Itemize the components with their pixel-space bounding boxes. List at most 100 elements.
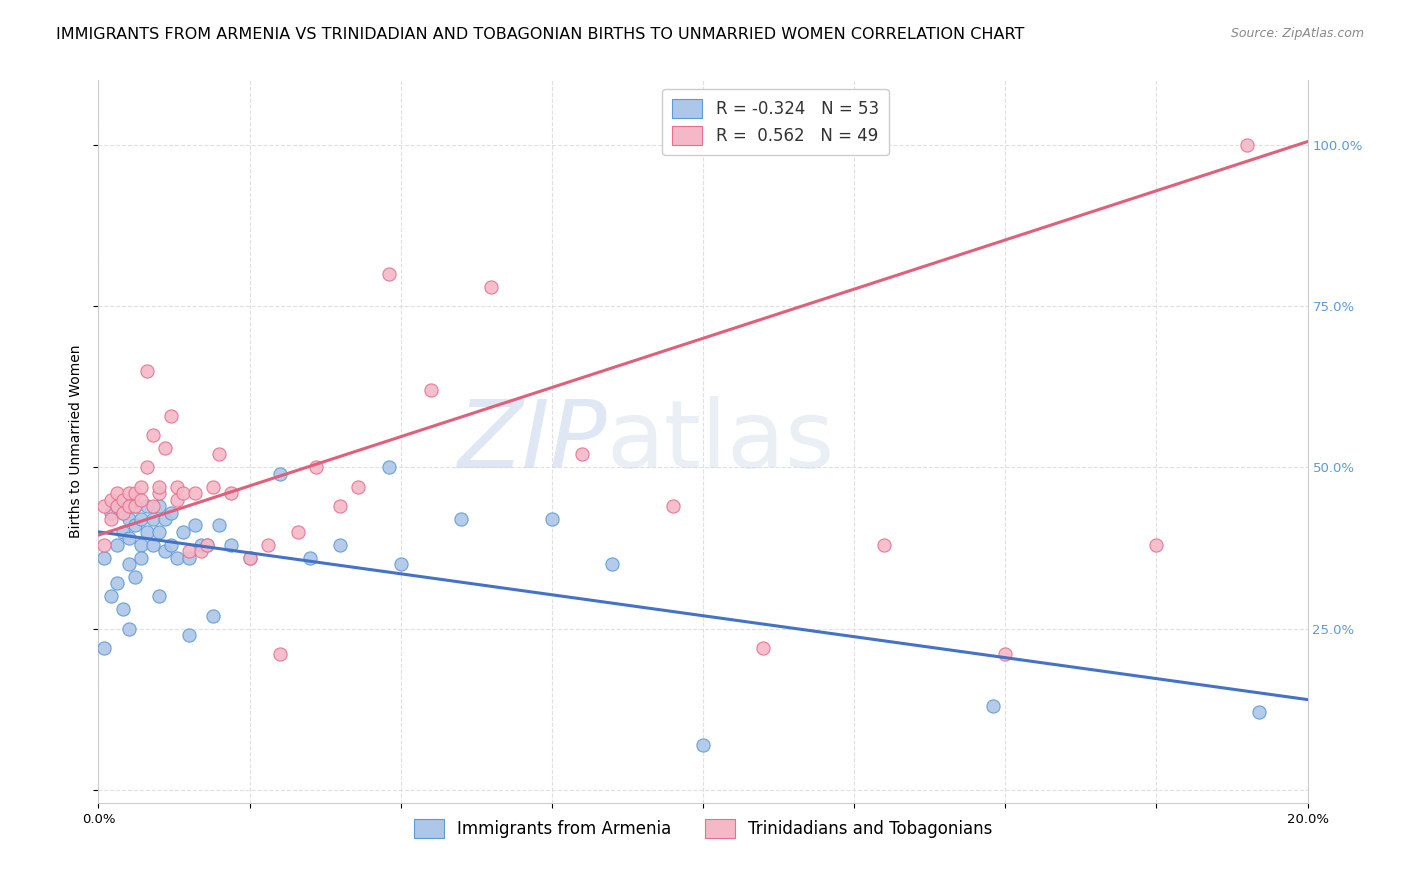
Point [752, 640, 775, 655]
Point [184, 518, 207, 533]
Point [195, 538, 218, 552]
Point [1249, 706, 1271, 720]
Point [148, 524, 170, 539]
Point [93, 550, 115, 565]
Point [269, 467, 291, 481]
Point [377, 267, 399, 281]
Point [93, 640, 115, 655]
Point [195, 538, 218, 552]
Point [661, 499, 683, 513]
Point [111, 602, 134, 616]
Point [105, 499, 128, 513]
Point [93, 499, 115, 513]
Point [981, 699, 1004, 714]
Point [105, 486, 128, 500]
Point [118, 622, 141, 636]
Point [172, 524, 194, 539]
Point [118, 557, 141, 571]
Point [166, 492, 188, 507]
Text: ZIP: ZIP [457, 396, 606, 487]
Point [124, 499, 146, 513]
Text: Source: ZipAtlas.com: Source: ZipAtlas.com [1230, 27, 1364, 40]
Point [105, 538, 128, 552]
Point [118, 531, 141, 545]
Point [148, 499, 170, 513]
Point [148, 480, 170, 494]
Point [873, 538, 896, 552]
Point [142, 538, 165, 552]
Point [118, 486, 141, 500]
Point [153, 441, 176, 455]
Point [179, 550, 201, 565]
Point [100, 492, 122, 507]
Point [202, 480, 225, 494]
Point [142, 512, 165, 526]
Point [221, 538, 243, 552]
Point [93, 538, 115, 552]
Point [135, 524, 157, 539]
Point [179, 544, 201, 558]
Point [571, 447, 593, 461]
Point [124, 486, 146, 500]
Point [299, 550, 322, 565]
Point [190, 538, 212, 552]
Point [450, 512, 472, 526]
Point [111, 524, 134, 539]
Point [129, 538, 152, 552]
Point [377, 460, 399, 475]
Point [118, 499, 141, 513]
Point [172, 486, 194, 500]
Point [329, 499, 352, 513]
Point [153, 544, 176, 558]
Point [105, 499, 128, 513]
Point [100, 590, 122, 604]
Point [160, 506, 183, 520]
Point [239, 550, 262, 565]
Point [269, 648, 291, 662]
Point [287, 524, 309, 539]
Point [111, 506, 134, 520]
Point [148, 590, 170, 604]
Point [994, 648, 1017, 662]
Point [105, 576, 128, 591]
Point [166, 480, 188, 494]
Point [305, 460, 328, 475]
Legend: Immigrants from Armenia, Trinidadians and Tobagonians: Immigrants from Armenia, Trinidadians an… [406, 813, 1000, 845]
Point [329, 538, 352, 552]
Point [160, 409, 183, 423]
Point [124, 499, 146, 513]
Text: IMMIGRANTS FROM ARMENIA VS TRINIDADIAN AND TOBAGONIAN BIRTHS TO UNMARRIED WOMEN : IMMIGRANTS FROM ARMENIA VS TRINIDADIAN A… [56, 27, 1025, 42]
Point [100, 506, 122, 520]
Point [208, 447, 231, 461]
Point [142, 428, 165, 442]
Point [111, 492, 134, 507]
Point [135, 460, 157, 475]
Point [389, 557, 412, 571]
Point [124, 570, 146, 584]
Point [135, 499, 157, 513]
Point [190, 544, 212, 558]
Point [1144, 538, 1167, 552]
Point [347, 480, 370, 494]
Point [184, 486, 207, 500]
Point [692, 738, 714, 752]
Point [239, 550, 262, 565]
Point [602, 557, 624, 571]
Point [256, 538, 278, 552]
Point [166, 550, 188, 565]
Point [179, 628, 201, 642]
Point [118, 512, 141, 526]
Y-axis label: Births to Unmarried Women: Births to Unmarried Women [69, 345, 83, 538]
Point [481, 279, 503, 293]
Point [160, 538, 183, 552]
Point [135, 363, 157, 377]
Point [129, 550, 152, 565]
Point [129, 480, 152, 494]
Point [153, 512, 176, 526]
Point [142, 499, 165, 513]
Point [129, 492, 152, 507]
Point [202, 608, 225, 623]
Point [208, 518, 231, 533]
Point [148, 486, 170, 500]
Point [540, 512, 562, 526]
